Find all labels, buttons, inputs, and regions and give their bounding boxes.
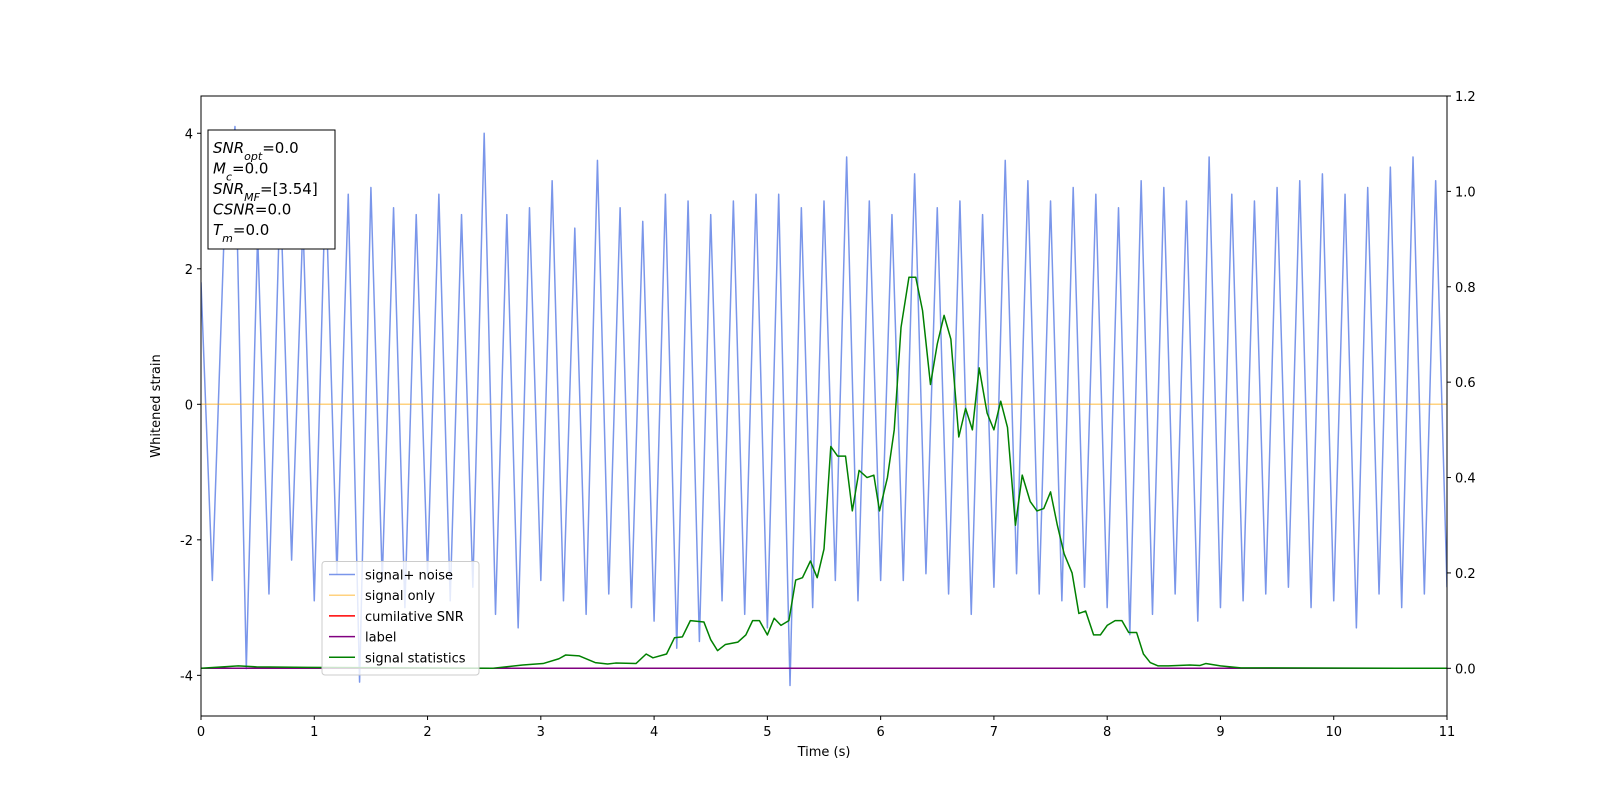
y-tick-label: 0 (185, 398, 193, 413)
x-tick-label: 3 (537, 725, 545, 740)
y2-tick-label: 0.2 (1455, 567, 1476, 582)
x-tick-label: 8 (1103, 725, 1111, 740)
annotation-name: SNR (213, 139, 244, 157)
y-tick-label: 4 (185, 127, 193, 142)
annotation-sub: opt (244, 150, 263, 163)
annotation-line: SNRMF=[3.54] (213, 180, 318, 204)
y2-tick-label: 1.2 (1455, 90, 1476, 105)
annotation-name: T (213, 221, 224, 239)
legend-frame (321, 561, 480, 676)
x-tick-label: 4 (650, 725, 658, 740)
y2-tick-label: 0.8 (1455, 281, 1476, 296)
annotation-sub: MF (244, 191, 260, 204)
x-tick-label: 7 (990, 725, 998, 740)
annotation-line: Tm=0.0 (213, 221, 269, 245)
x-tick-label: 1 (310, 725, 318, 740)
series-line (201, 125, 1447, 687)
y2-tick-label: 0.0 (1455, 662, 1476, 677)
legend-label: signal+ noise (365, 569, 453, 584)
x-tick-label: 11 (1439, 725, 1456, 740)
annotation-line: Mc=0.0 (213, 160, 268, 184)
x-tick-label: 5 (763, 725, 771, 740)
annotation-value: =0.0 (232, 160, 268, 178)
x-tick-label: 0 (197, 725, 205, 740)
annotation-value: =[3.54] (260, 180, 318, 198)
annotation-name: SNR (213, 180, 244, 198)
x-tick-label: 6 (876, 725, 884, 740)
legend-label: signal statistics (365, 651, 466, 666)
annotation-frame (207, 129, 336, 250)
legend: signal+ noise signal only cumilative SNR la… (321, 561, 480, 676)
legend-label: label (365, 631, 396, 646)
y2-tick-label: 0.4 (1455, 472, 1476, 487)
series-line (201, 276, 1447, 670)
annotation-name: CSNR (213, 201, 255, 219)
x-axis-label: Time (s) (797, 745, 851, 760)
y2-tick-label: 0.6 (1455, 376, 1476, 391)
annotation-sub: m (222, 232, 233, 245)
annotation-line: CSNR=0.0 (213, 201, 291, 219)
x-tick-label: 9 (1216, 725, 1224, 740)
annotation-box: SNRopt=0.0Mc=0.0SNRMF=[3.54]CSNR=0.0Tm=0… (207, 129, 336, 250)
annotation-sub: c (226, 170, 232, 183)
y-axis-label: Whitened strain (149, 354, 164, 457)
y2-tick-label: 1.0 (1455, 185, 1476, 200)
legend-label: signal only (365, 589, 435, 604)
legend-label: cumilative SNR (365, 610, 464, 625)
x-tick-label: 10 (1325, 725, 1342, 740)
annotation-value: =0.0 (233, 221, 269, 239)
plot-frame (200, 95, 1448, 717)
x-tick-label: 2 (423, 725, 431, 740)
annotation-value: =0.0 (262, 139, 298, 157)
annotation-name: M (213, 160, 226, 178)
y-tick-label: 2 (185, 263, 193, 278)
annotation-line: SNRopt=0.0 (213, 139, 299, 163)
y-tick-label: -4 (180, 669, 193, 684)
annotation-value: =0.0 (255, 201, 291, 219)
y-tick-label: -2 (180, 534, 193, 549)
